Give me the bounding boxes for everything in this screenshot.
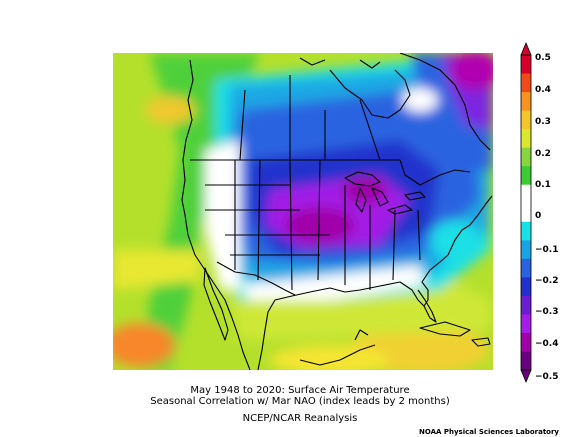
colorbar-top-arrow <box>520 41 532 56</box>
colorbar-tick-label: −0.3 <box>535 307 559 317</box>
colorbar-swatch <box>521 73 531 93</box>
colorbar-swatch <box>521 55 531 75</box>
colorbar-swatch <box>521 314 531 334</box>
colorbar-swatch <box>521 351 531 371</box>
colorbar-tick-label: −0.2 <box>535 276 559 286</box>
colorbar-swatch <box>521 240 531 260</box>
colorbar-tick-label: −0.1 <box>535 245 559 255</box>
colorbar-swatch <box>521 166 531 186</box>
colorbar-tick-label: −0.4 <box>535 339 559 349</box>
colorbar-swatch <box>521 203 531 223</box>
colorbar-tick-label: 0.1 <box>535 180 551 190</box>
colorbar-swatch <box>521 129 531 149</box>
map-field <box>113 53 493 370</box>
colorbar-tick-label: 0.2 <box>535 149 551 159</box>
colorbar-tick-label: 0.5 <box>535 53 551 63</box>
colorbar-swatch <box>521 258 531 278</box>
colorbar-swatch <box>521 295 531 315</box>
colorbar <box>520 41 532 384</box>
credit-label: NOAA Physical Sciences Laboratory <box>418 428 559 436</box>
colorbar-swatch <box>521 332 531 352</box>
caption-dataset: NCEP/NCAR Reanalysis <box>242 413 358 424</box>
colorbar-swatch <box>521 184 531 204</box>
colorbar-tick-label: −0.5 <box>535 372 559 382</box>
colorbar-tick-label: 0 <box>535 211 542 221</box>
colorbar-swatch <box>521 110 531 130</box>
colorbar-tick-label: 0.3 <box>535 117 551 127</box>
caption-title: May 1948 to 2020: Surface Air Temperatur… <box>190 385 410 396</box>
colorbar-swatch <box>521 92 531 112</box>
caption-subtitle: Seasonal Correlation w/ Mar NAO (index l… <box>150 396 450 407</box>
colorbar-swatch <box>521 147 531 167</box>
colorbar-swatch <box>521 221 531 241</box>
colorbar-bottom-arrow <box>520 369 532 384</box>
colorbar-swatch <box>521 277 531 297</box>
colorbar-frame <box>520 54 532 371</box>
colorbar-tick-label: 0.4 <box>535 85 551 95</box>
